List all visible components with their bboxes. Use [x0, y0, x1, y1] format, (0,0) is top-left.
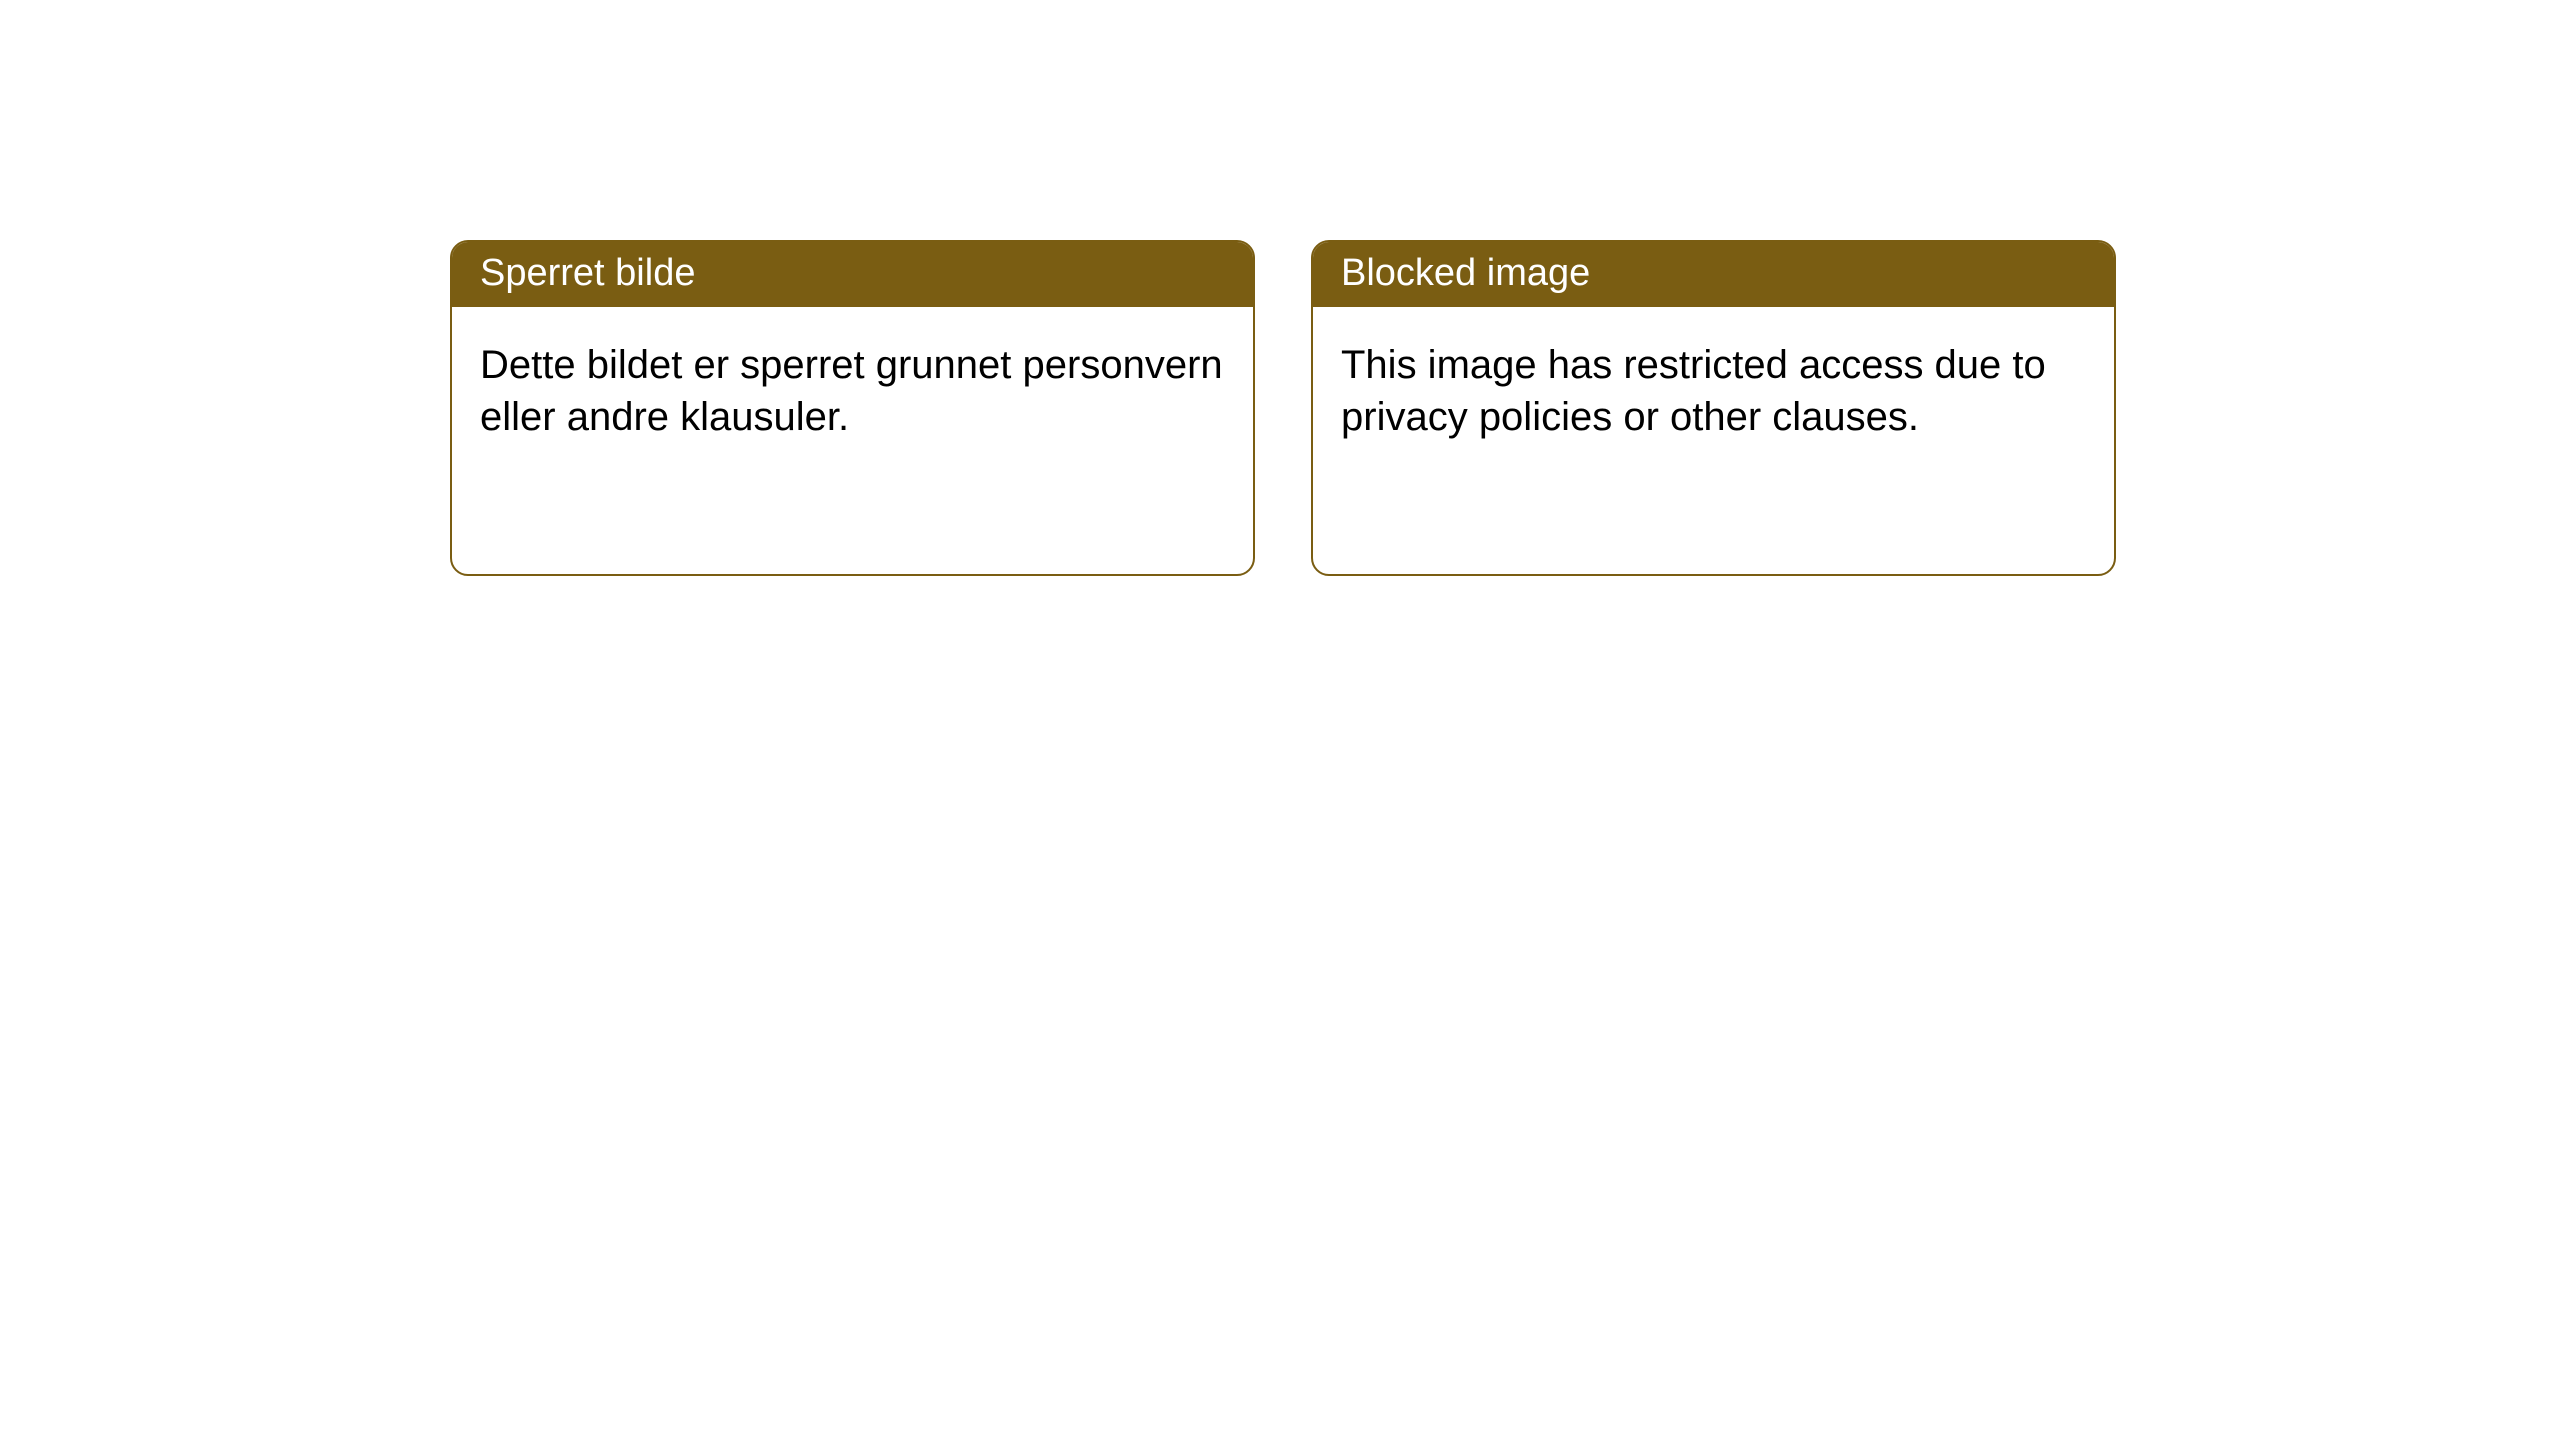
notice-message: Dette bildet er sperret grunnet personve…: [480, 343, 1223, 439]
notice-container: Sperret bilde Dette bildet er sperret gr…: [0, 0, 2560, 576]
notice-header: Sperret bilde: [452, 242, 1253, 307]
notice-card-norwegian: Sperret bilde Dette bildet er sperret gr…: [450, 240, 1255, 576]
notice-message: This image has restricted access due to …: [1341, 343, 2046, 439]
notice-body: This image has restricted access due to …: [1313, 307, 2114, 475]
notice-card-english: Blocked image This image has restricted …: [1311, 240, 2116, 576]
notice-body: Dette bildet er sperret grunnet personve…: [452, 307, 1253, 475]
notice-title: Blocked image: [1341, 252, 1590, 294]
notice-title: Sperret bilde: [480, 252, 695, 294]
notice-header: Blocked image: [1313, 242, 2114, 307]
